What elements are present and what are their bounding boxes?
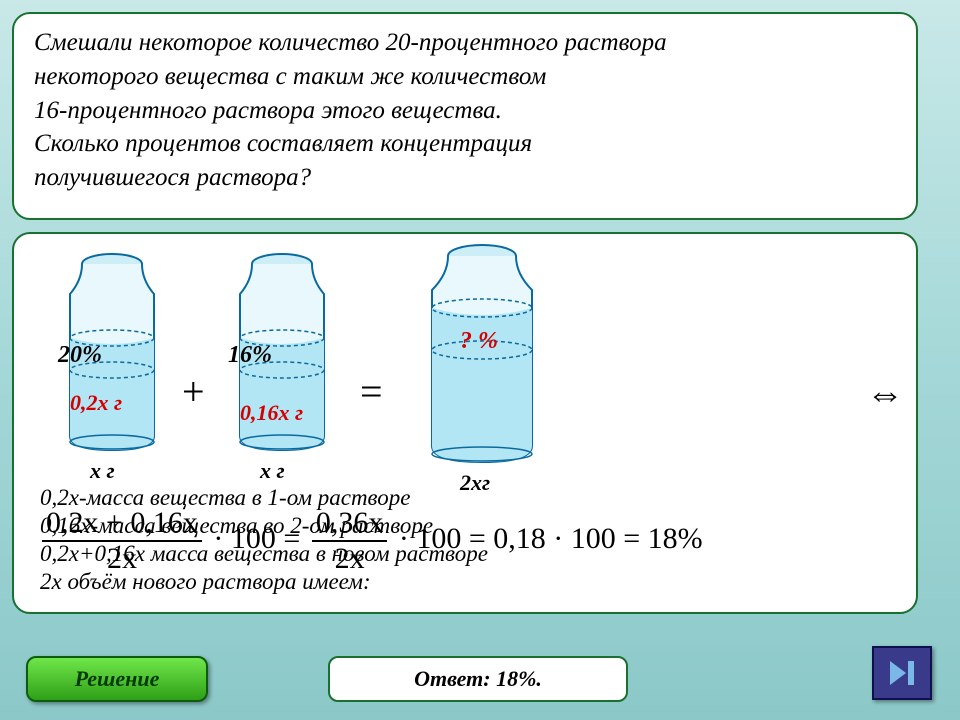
problem-l3: 16-процентного раствора этого вещества.	[34, 97, 502, 124]
plus-op: +	[182, 368, 205, 415]
frac-2-num: 0,36х	[312, 506, 388, 542]
jar-1-sub: 0,2х г	[70, 390, 122, 416]
solution-button[interactable]: Решение	[26, 656, 208, 702]
solution-label: Решение	[75, 666, 160, 692]
formula-mid: · 100 =	[213, 522, 300, 555]
jar-2-mass: х г	[260, 458, 285, 484]
jar-2-pct: 16%	[228, 342, 272, 369]
frac-1: 0,2х + 0,16х 2х	[42, 506, 202, 576]
eq-op: =	[360, 368, 383, 415]
formula: 0,2х + 0,16х 2х · 100 = 0,36х 2х · 100 =…	[38, 506, 703, 576]
next-button[interactable]	[872, 646, 932, 700]
frac-1-den: 2х	[42, 542, 202, 576]
problem-l2: некоторого вещества с таким же количеств…	[34, 63, 546, 90]
iff-symbol: ⇔	[866, 372, 904, 416]
answer-box: Ответ: 18%.	[328, 656, 628, 702]
jar-3-mass: 2хг	[460, 470, 490, 496]
jar-1-pct: 20%	[58, 342, 102, 369]
problem-l1: Смешали некоторое количество 20-процентн…	[34, 29, 667, 56]
frac-2-den: 2х	[312, 542, 388, 576]
problem-panel: Смешали некоторое количество 20-процентн…	[12, 12, 918, 220]
jar-1-mass: х г	[90, 458, 115, 484]
problem-l5: получившегося раствора?	[34, 164, 311, 191]
frac-2: 0,36х 2х	[312, 506, 388, 576]
formula-tail: · 100 = 0,18 · 100 = 18%	[399, 522, 703, 555]
stage: 20% 0,2х г х г + 16% 0,16х г х г =	[30, 242, 900, 604]
answer-label: Ответ: 18%.	[414, 666, 542, 692]
frac-1-num: 0,2х + 0,16х	[42, 506, 202, 542]
jar-3	[408, 242, 556, 468]
illustration-panel: 20% 0,2х г х г + 16% 0,16х г х г =	[12, 232, 918, 614]
jar-3-svg	[408, 242, 556, 468]
problem-l4: Сколько процентов составляет концентраци…	[34, 130, 532, 157]
jar-3-pct: ? %	[460, 328, 498, 355]
jar-2-sub: 0,16х г	[240, 400, 303, 426]
next-icon	[886, 657, 918, 689]
